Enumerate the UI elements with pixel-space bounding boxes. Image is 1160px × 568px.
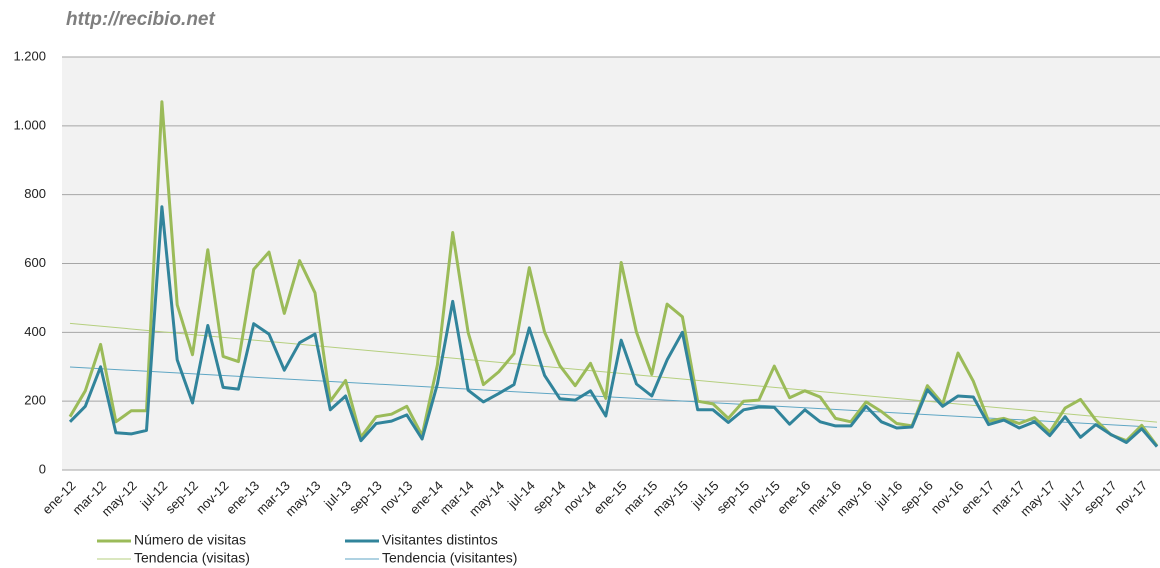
legend-label: Tendencia (visitas) — [134, 550, 250, 566]
chart-title: http://recibio.net — [66, 9, 216, 30]
x-tick-label: sep-13 — [346, 478, 385, 517]
x-tick-label: nov-14 — [560, 478, 599, 517]
legend-label: Tendencia (visitantes) — [382, 550, 517, 566]
y-tick-label: 800 — [24, 186, 46, 201]
y-tick-label: 400 — [24, 324, 46, 339]
y-tick-label: 1.200 — [13, 48, 46, 63]
y-tick-label: 600 — [24, 255, 46, 270]
legend-label: Número de visitas — [134, 532, 246, 548]
y-tick-label: 1.000 — [13, 117, 46, 132]
y-tick-label: 0 — [39, 461, 46, 476]
series-line — [68, 205, 1159, 448]
series-line — [68, 100, 1159, 447]
x-tick-label: sep-12 — [162, 478, 201, 517]
x-tick-label: nov-13 — [377, 478, 416, 517]
x-tick-label: nov-15 — [744, 478, 783, 517]
x-tick-label: nov-16 — [928, 478, 967, 517]
y-tick-label: 200 — [24, 393, 46, 408]
x-tick-label: nov-17 — [1112, 478, 1151, 517]
trend-line — [69, 366, 1158, 428]
legend-label: Visitantes distintos — [382, 532, 498, 548]
x-tick-label: sep-14 — [530, 478, 569, 517]
x-tick-label: sep-16 — [897, 478, 936, 517]
x-tick-label: sep-15 — [713, 478, 752, 517]
x-tick-label: nov-12 — [193, 478, 232, 517]
x-tick-label: sep-17 — [1081, 478, 1120, 517]
